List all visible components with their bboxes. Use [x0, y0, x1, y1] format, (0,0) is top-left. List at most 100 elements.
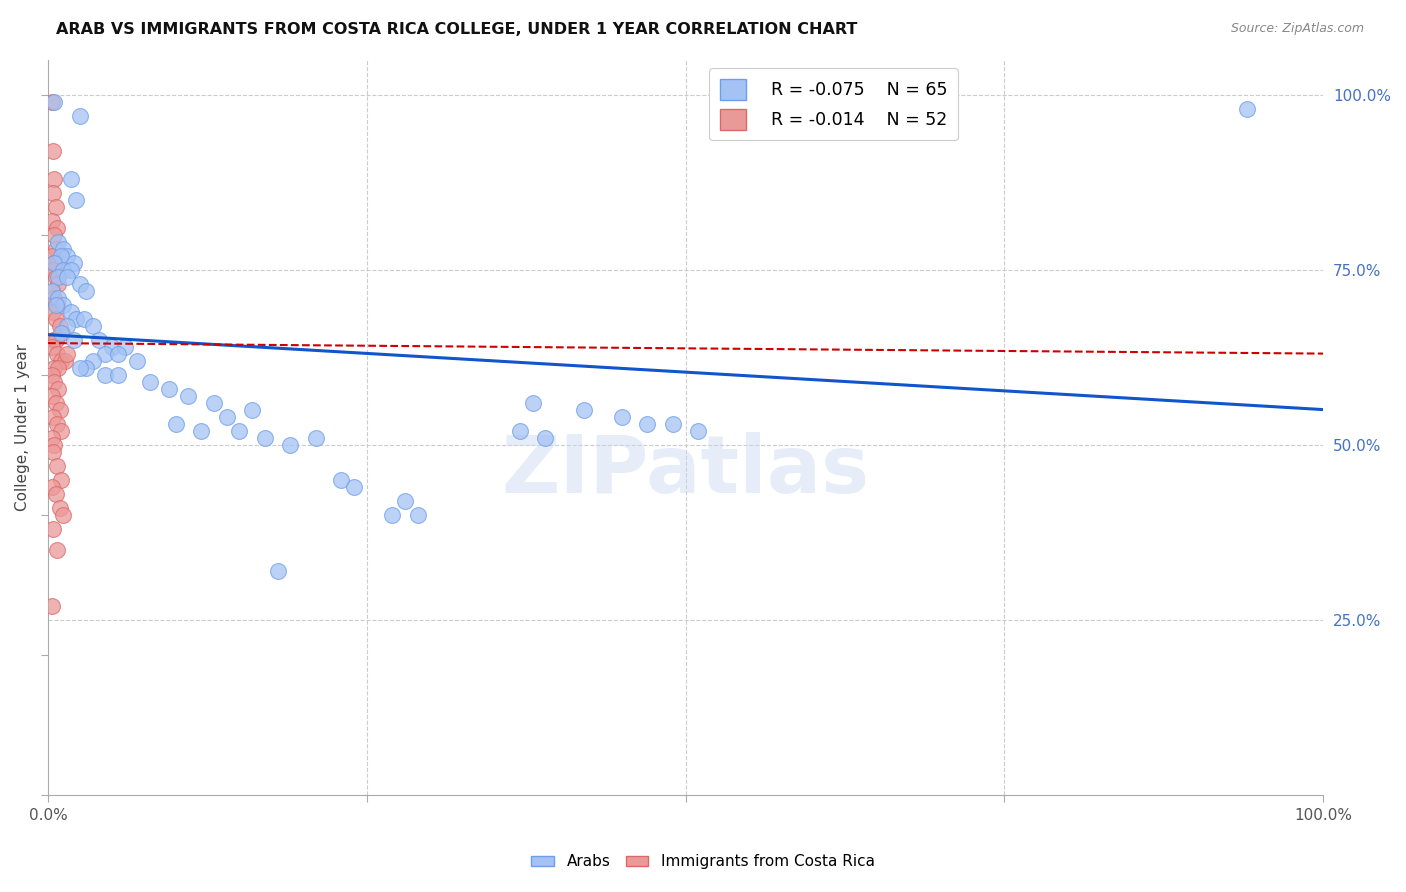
Text: ARAB VS IMMIGRANTS FROM COSTA RICA COLLEGE, UNDER 1 YEAR CORRELATION CHART: ARAB VS IMMIGRANTS FROM COSTA RICA COLLE… [56, 22, 858, 37]
Point [49, 326, 72, 340]
Point [42, 262, 65, 277]
Point [42, 144, 65, 158]
Point [46, 269, 69, 284]
Point [46, 255, 69, 269]
Point [41, 213, 63, 227]
Point [49, 473, 72, 487]
Point [94, 346, 117, 360]
Point [46, 235, 69, 249]
Point [41, 249, 63, 263]
Point [44, 171, 66, 186]
Point [56, 346, 79, 360]
Point [636, 417, 658, 431]
Point [41, 95, 63, 109]
Point [41, 480, 63, 494]
Point [534, 431, 557, 445]
Point [662, 417, 685, 431]
Point [44, 437, 66, 451]
Point [49, 424, 72, 438]
Point [1236, 102, 1258, 116]
Point [87, 333, 110, 347]
Point [41, 368, 63, 382]
Text: ZIPatlas: ZIPatlas [502, 433, 870, 510]
Point [240, 402, 263, 417]
Point [52, 508, 75, 522]
Point [45, 200, 67, 214]
Point [46, 277, 69, 291]
Point [41, 340, 63, 354]
Point [82, 353, 104, 368]
Point [45, 333, 67, 347]
Point [65, 311, 87, 326]
Point [41, 284, 63, 298]
Point [522, 395, 544, 409]
Point [52, 242, 75, 256]
Point [69, 277, 91, 291]
Point [46, 297, 69, 311]
Point [330, 473, 353, 487]
Point [69, 109, 91, 123]
Point [202, 395, 225, 409]
Point [114, 340, 136, 354]
Point [394, 493, 416, 508]
Point [62, 333, 84, 347]
Point [42, 444, 65, 458]
Point [305, 431, 328, 445]
Point [266, 564, 288, 578]
Point [107, 368, 129, 382]
Point [60, 262, 83, 277]
Point [44, 291, 66, 305]
Point [253, 431, 276, 445]
Point [165, 417, 187, 431]
Point [49, 353, 72, 368]
Point [56, 269, 79, 284]
Legend:   R = -0.075    N = 65,   R = -0.014    N = 52: R = -0.075 N = 65, R = -0.014 N = 52 [709, 69, 957, 140]
Point [56, 249, 79, 263]
Point [45, 311, 67, 326]
Point [228, 424, 250, 438]
Point [46, 220, 69, 235]
Point [46, 542, 69, 557]
Legend: Arabs, Immigrants from Costa Rica: Arabs, Immigrants from Costa Rica [526, 848, 880, 875]
Point [56, 318, 79, 333]
Point [53, 353, 76, 368]
Point [44, 360, 66, 375]
Point [42, 522, 65, 536]
Point [215, 409, 238, 424]
Point [65, 193, 87, 207]
Point [45, 486, 67, 500]
Point [75, 284, 97, 298]
Point [42, 409, 65, 424]
Point [139, 375, 162, 389]
Point [44, 95, 66, 109]
Point [127, 353, 149, 368]
Point [381, 508, 404, 522]
Point [41, 599, 63, 613]
Point [572, 402, 595, 417]
Point [60, 304, 83, 318]
Point [41, 284, 63, 298]
Point [46, 360, 69, 375]
Point [46, 417, 69, 431]
Point [48, 318, 70, 333]
Y-axis label: College, Under 1 year: College, Under 1 year [15, 343, 30, 510]
Point [52, 262, 75, 277]
Point [69, 360, 91, 375]
Point [41, 431, 63, 445]
Point [45, 395, 67, 409]
Point [45, 297, 67, 311]
Point [51, 326, 73, 340]
Point [610, 409, 633, 424]
Point [101, 340, 124, 354]
Point [60, 171, 83, 186]
Point [41, 388, 63, 402]
Point [509, 424, 531, 438]
Point [48, 500, 70, 515]
Point [406, 508, 429, 522]
Point [107, 346, 129, 360]
Point [343, 480, 366, 494]
Point [280, 437, 302, 451]
Point [62, 255, 84, 269]
Point [48, 402, 70, 417]
Point [44, 255, 66, 269]
